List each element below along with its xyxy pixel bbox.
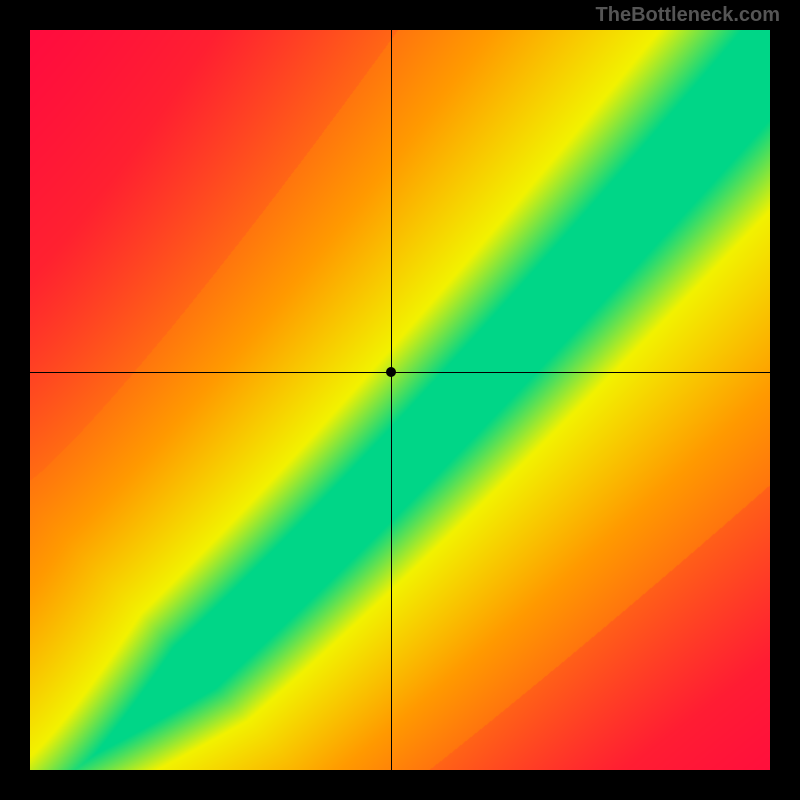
crosshair-marker-dot xyxy=(386,367,396,377)
source-attribution: TheBottleneck.com xyxy=(596,4,780,27)
heatmap-canvas xyxy=(30,30,770,770)
heatmap-plot-area xyxy=(30,30,770,770)
crosshair-horizontal xyxy=(30,372,770,373)
crosshair-vertical xyxy=(391,30,392,770)
